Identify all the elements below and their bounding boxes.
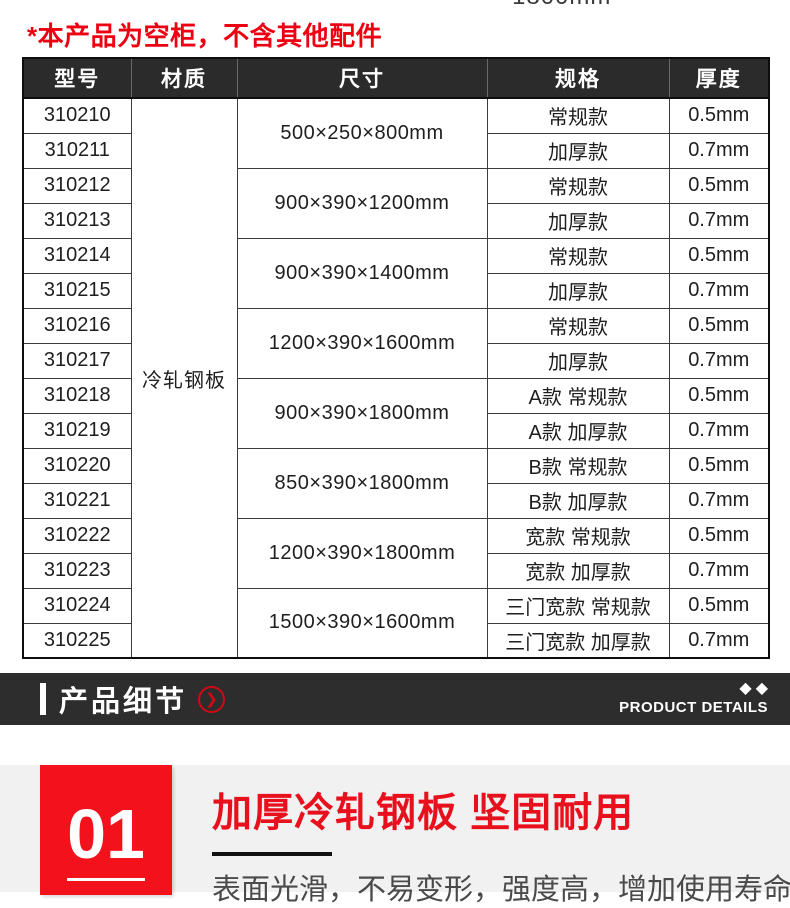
model-cell: 310216: [22, 307, 132, 344]
thickness-cell: 0.7mm: [668, 412, 770, 449]
spec-cell: A款 加厚款: [486, 412, 670, 449]
table-row: 310224 1500×390×1600mm 三门宽款 常规款 0.5mm: [22, 587, 770, 659]
model-cell: 310214: [22, 237, 132, 274]
model-cell: 310224: [22, 587, 132, 624]
empty-cabinet-disclaimer: *本产品为空柜，不含其他配件: [27, 21, 383, 51]
table-row: 310216 1200×390×1600mm 常规款 0.5mm: [22, 307, 770, 379]
spec-table: 型号 材质 尺寸 规格 厚度 310210 冷轧钢板 500×250×800mm…: [22, 57, 770, 659]
table-row: 310215 加厚款 0.7mm: [22, 272, 770, 309]
model-cell: 310221: [22, 482, 132, 519]
table-row: 310214 900×390×1400mm 常规款 0.5mm: [22, 237, 770, 309]
size-cell: 850×390×1800mm: [236, 447, 488, 519]
model-cell: 310215: [22, 272, 132, 309]
thickness-cell: 0.7mm: [668, 552, 770, 589]
table-row: 310225 三门宽款 加厚款 0.7mm: [22, 622, 770, 659]
cutoff-dimension-text: 1800mm: [512, 0, 611, 11]
model-cell: 310218: [22, 377, 132, 414]
spec-cell: 三门宽款 常规款: [486, 587, 670, 624]
section-subtitle: PRODUCT DETAILS: [619, 699, 768, 717]
thickness-cell: 0.5mm: [668, 237, 770, 274]
spec-cell: 常规款: [486, 167, 670, 204]
spec-table-header-row: 型号 材质 尺寸 规格 厚度: [22, 57, 770, 99]
thickness-cell: 0.7mm: [668, 622, 770, 659]
thickness-cell: 0.5mm: [668, 587, 770, 624]
spec-cell: 三门宽款 加厚款: [486, 622, 670, 659]
model-cell: 310212: [22, 167, 132, 204]
material-cell: 冷轧钢板: [130, 97, 238, 659]
diamonds-icon: ◆◆: [739, 680, 772, 698]
table-row: 310218 900×390×1800mm A款 常规款 0.5mm: [22, 377, 770, 449]
size-cell: 900×390×1200mm: [236, 167, 488, 239]
table-row: 310219 A款 加厚款 0.7mm: [22, 412, 770, 449]
table-row: 310210 冷轧钢板 500×250×800mm 常规款 0.5mm: [22, 97, 770, 659]
thickness-cell: 0.5mm: [668, 167, 770, 204]
size-cell: 500×250×800mm: [236, 97, 488, 169]
size-cell: 900×390×1400mm: [236, 237, 488, 309]
spec-cell: 常规款: [486, 97, 670, 134]
model-cell: 310210: [22, 97, 132, 134]
model-cell: 310225: [22, 622, 132, 659]
table-row: 310217 加厚款 0.7mm: [22, 342, 770, 379]
table-row: 310223 宽款 加厚款 0.7mm: [22, 552, 770, 589]
thickness-cell: 0.5mm: [668, 97, 770, 134]
col-header-thickness: 厚度: [668, 57, 770, 99]
thickness-cell: 0.7mm: [668, 132, 770, 169]
model-cell: 310211: [22, 132, 132, 169]
col-header-size: 尺寸: [236, 57, 488, 99]
spec-cell: 常规款: [486, 237, 670, 274]
model-cell: 310220: [22, 447, 132, 484]
title-accent-bar: [40, 683, 46, 715]
spec-cell: 加厚款: [486, 342, 670, 379]
spec-cell: B款 常规款: [486, 447, 670, 484]
product-details-section-bar: 产品细节 ❯ ◆◆ PRODUCT DETAILS: [0, 673, 790, 725]
section-title: 产品细节: [59, 686, 188, 718]
feature-text-block: 加厚冷轧钢板 坚固耐用 表面光滑，不易变形，强度高，增加使用寿命: [212, 789, 790, 908]
spec-cell: 加厚款: [486, 202, 670, 239]
thickness-cell: 0.5mm: [668, 517, 770, 554]
col-header-material: 材质: [130, 57, 238, 99]
feature-heading-underline: [212, 852, 332, 856]
table-row: 310213 加厚款 0.7mm: [22, 202, 770, 239]
size-cell: 1200×390×1800mm: [236, 517, 488, 589]
feature-number: 01: [67, 795, 145, 873]
size-cell: 900×390×1800mm: [236, 377, 488, 449]
size-cell: 1200×390×1600mm: [236, 307, 488, 379]
thickness-cell: 0.5mm: [668, 377, 770, 414]
thickness-cell: 0.5mm: [668, 447, 770, 484]
size-cell: 1500×390×1600mm: [236, 587, 488, 659]
col-header-spec: 规格: [486, 57, 670, 99]
spec-cell: 加厚款: [486, 272, 670, 309]
table-row: 310211 加厚款 0.7mm: [22, 132, 770, 169]
thickness-cell: 0.5mm: [668, 307, 770, 344]
thickness-cell: 0.7mm: [668, 482, 770, 519]
col-header-model: 型号: [22, 57, 132, 99]
feature-number-block: 01: [40, 765, 172, 895]
circled-arrow-icon: ❯: [198, 685, 226, 713]
table-row: 310222 1200×390×1800mm 宽款 常规款 0.5mm: [22, 517, 770, 589]
feature-description: 表面光滑，不易变形，强度高，增加使用寿命: [212, 874, 790, 906]
section-bar-right: ◆◆ PRODUCT DETAILS: [619, 680, 768, 717]
thickness-cell: 0.7mm: [668, 342, 770, 379]
table-row: 310212 900×390×1200mm 常规款 0.5mm: [22, 167, 770, 239]
spec-cell: 宽款 加厚款: [486, 552, 670, 589]
thickness-cell: 0.7mm: [668, 272, 770, 309]
thickness-cell: 0.7mm: [668, 202, 770, 239]
spec-cell: 宽款 常规款: [486, 517, 670, 554]
spec-cell: 常规款: [486, 307, 670, 344]
model-cell: 310213: [22, 202, 132, 239]
spec-cell: A款 常规款: [486, 377, 670, 414]
feature-number-underline: [67, 878, 145, 881]
model-cell: 310219: [22, 412, 132, 449]
spec-cell: 加厚款: [486, 132, 670, 169]
model-cell: 310223: [22, 552, 132, 589]
model-cell: 310217: [22, 342, 132, 379]
feature-heading: 加厚冷轧钢板 坚固耐用: [212, 791, 635, 835]
spec-cell: B款 加厚款: [486, 482, 670, 519]
model-cell: 310222: [22, 517, 132, 554]
